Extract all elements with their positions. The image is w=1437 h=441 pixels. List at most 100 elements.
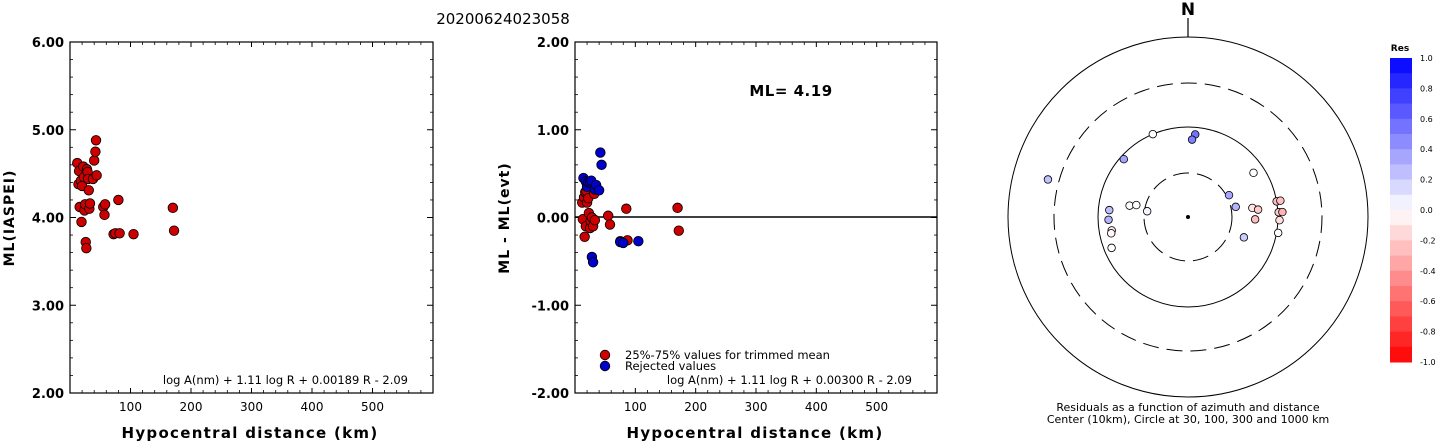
x-tick-label: 500: [361, 400, 384, 414]
rejected-point: [593, 185, 605, 196]
legend-rejected-label: Rejected values: [625, 359, 716, 373]
x-tick-label: 300: [745, 400, 768, 414]
ring-1000km: [1007, 36, 1369, 398]
colorbar-tick-labels: 1.0 0.8 0.6 0.4 0.2 0.0 -0.2 -0.4 -0.6 -0.8 -1.0: [1420, 54, 1436, 367]
colorbar-block: [1390, 118, 1412, 135]
accepted-point: [128, 228, 139, 240]
y-tick-label: -2.00: [532, 387, 569, 402]
legend-rejected-marker: [599, 360, 611, 372]
x-tick-label: 400: [805, 400, 828, 414]
accepted-point: [81, 243, 92, 254]
accepted-point: [88, 155, 100, 166]
colorbar-block: [1390, 179, 1412, 196]
colorbar-block: [1390, 240, 1412, 257]
accepted-point: [114, 228, 125, 239]
colorbar-block: [1390, 316, 1412, 333]
accepted-point: [113, 194, 124, 206]
ring-30km: [1143, 172, 1233, 262]
colorbar-tick-label: -0.4: [1420, 267, 1436, 276]
accepted-point: [621, 203, 632, 214]
y-tick-label: 0.00: [537, 212, 569, 227]
station-residual-point: [1132, 200, 1141, 210]
colorbar-block: [1390, 225, 1412, 241]
colorbar-tick-label: -1.0: [1420, 358, 1436, 367]
station-residual-point: [1273, 228, 1283, 238]
accepted-point: [579, 231, 590, 243]
accepted-point: [90, 135, 102, 146]
ml-annotation: ML= 4.19: [749, 82, 832, 100]
accepted-point: [602, 210, 614, 221]
north-label: N: [1181, 0, 1195, 20]
formula-label: log A(nm) + 1.11 log R + 0.00189 R - 2.0…: [163, 373, 408, 387]
station-residual-point: [1119, 154, 1128, 164]
x-tick-label: 100: [119, 400, 142, 414]
center-marker: [1186, 215, 1190, 219]
station-residual-point: [1043, 175, 1053, 184]
station-residual-point: [1275, 215, 1284, 225]
residual-vs-distance-chart: 100 200 300 400 500 -2.00 -1.00 0.00 1.00 2.00 ML…: [497, 36, 938, 441]
y-tick-label: 2.00: [32, 387, 64, 402]
rejected-point: [596, 159, 607, 171]
y-tick-label: 3.00: [32, 299, 64, 314]
ring-300km: [1053, 82, 1323, 352]
residual-colorbar: Res 1.0 0.8 0.6 0.4 0.2 0.0 -0.2 -0.4 -0.6 -0.8 -1…: [1390, 44, 1436, 367]
colorbar-tick-label: 0.0: [1420, 206, 1433, 215]
accepted-point: [673, 225, 684, 236]
y-tick-label: 5.00: [32, 124, 64, 139]
rejected-point: [618, 237, 629, 249]
y-axis-label: ML(IASPEI): [2, 170, 18, 267]
colorbar-tick-label: 0.2: [1420, 176, 1433, 185]
colorbar-block: [1390, 58, 1412, 74]
colorbar-block: [1390, 88, 1412, 105]
y-tick-label: 6.00: [32, 36, 64, 51]
rejected-point: [587, 257, 599, 268]
data-points: [72, 135, 180, 254]
formula-label: log A(nm) + 1.11 log R + 0.00300 R - 2.0…: [667, 373, 912, 387]
colorbar-tick-label: -0.8: [1420, 328, 1436, 337]
y-tick-label: 2.00: [537, 36, 569, 51]
x-axis-label: Hypocentral distance (km): [626, 424, 883, 441]
station-residual-point: [1239, 233, 1249, 242]
colorbar-blocks: [1390, 58, 1412, 363]
accepted-point: [83, 185, 94, 196]
ml-vs-distance-chart: 100 200 300 400 500 2.00 3.00 4.00 5.00 6.00 log …: [2, 36, 434, 441]
station-residual-point: [1278, 207, 1287, 217]
colorbar-block: [1390, 210, 1412, 226]
legend-accepted-marker: [599, 349, 611, 361]
tick-marks: [575, 41, 937, 394]
x-axis-label: Hypocentral distance (km): [121, 424, 378, 441]
data-points: [577, 147, 684, 268]
accepted-point: [91, 170, 102, 181]
tick-marks: [70, 41, 433, 394]
accepted-point: [76, 216, 87, 228]
station-residual-point: [1187, 135, 1197, 144]
accepted-point: [168, 225, 180, 236]
station-residual-point: [1142, 207, 1152, 216]
colorbar-tick-label: 0.6: [1420, 115, 1433, 124]
x-tick-label: 200: [684, 400, 707, 414]
colorbar-block: [1390, 286, 1412, 302]
station-residual-point: [1250, 215, 1260, 224]
colorbar-block: [1390, 73, 1412, 89]
x-tick-label: 500: [865, 400, 888, 414]
colorbar-block: [1390, 270, 1412, 287]
colorbar-block: [1390, 194, 1412, 211]
x-tick-label: 100: [624, 400, 647, 414]
colorbar-block: [1390, 255, 1412, 272]
station-residual-point: [1276, 196, 1285, 205]
colorbar-tick-label: 0.4: [1420, 145, 1433, 154]
tick-labels: 100 200 300 400 500 -2.00 -1.00 0.00 1.00 2.00: [532, 36, 889, 414]
x-tick-label: 300: [240, 400, 263, 414]
y-tick-label: -1.00: [532, 299, 569, 314]
station-residual-point: [1231, 202, 1240, 212]
tick-labels: 100 200 300 400 500 2.00 3.00 4.00 5.00 6.00: [32, 36, 384, 414]
accepted-point: [604, 219, 616, 230]
station-residual-point: [1148, 129, 1158, 139]
caption-line-2: Center (10km), Circle at 30, 100, 300 an…: [1047, 413, 1329, 426]
accepted-point: [99, 209, 110, 221]
colorbar-title: Res: [1391, 44, 1409, 54]
rejected-point: [595, 147, 606, 158]
accepted-point: [84, 198, 96, 209]
accepted-point: [99, 199, 111, 210]
